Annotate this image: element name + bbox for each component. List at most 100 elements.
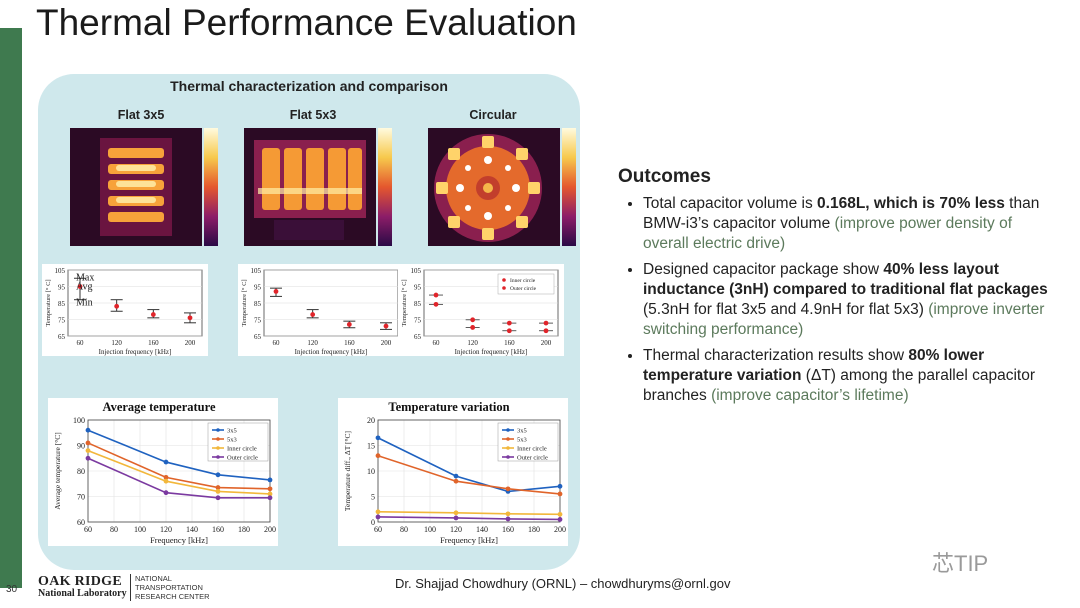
x-tick-label: 120 bbox=[307, 339, 318, 347]
y-tick-label: 95 bbox=[58, 284, 66, 292]
thermal-image-flat3x5 bbox=[70, 128, 202, 246]
data-point bbox=[375, 435, 381, 441]
y-tick-label: 105 bbox=[411, 267, 422, 275]
y-tick-label: 105 bbox=[55, 267, 66, 275]
legend-label: Inner circle bbox=[227, 446, 257, 453]
data-point bbox=[163, 459, 169, 465]
legend-label: 3x5 bbox=[517, 428, 527, 435]
data-point bbox=[273, 289, 279, 294]
x-axis-label: Frequency [kHz] bbox=[150, 535, 208, 545]
config-label-circular: Circular bbox=[469, 108, 517, 122]
plot-frame bbox=[87, 419, 271, 523]
x-tick-label: 140 bbox=[476, 525, 488, 534]
data-point bbox=[506, 328, 512, 334]
x-tick-label: 60 bbox=[433, 339, 441, 347]
y-axis-label: Temperature diff., ΔT [°C] bbox=[343, 431, 352, 511]
y-tick-label: 65 bbox=[254, 333, 262, 341]
data-point bbox=[375, 514, 381, 520]
x-tick-label: 200 bbox=[381, 339, 392, 347]
y-tick-label: 80 bbox=[77, 467, 85, 476]
y-axis-label: Temperature [° C] bbox=[45, 279, 52, 326]
data-point bbox=[114, 303, 120, 309]
colorbar bbox=[204, 128, 218, 246]
y-tick-label: 85 bbox=[58, 300, 66, 308]
data-point bbox=[505, 486, 511, 492]
data-point bbox=[557, 517, 563, 522]
data-point bbox=[557, 483, 563, 489]
slide-title: Thermal Performance Evaluation bbox=[36, 2, 577, 43]
legend-marker bbox=[502, 278, 506, 282]
series-line bbox=[87, 429, 271, 481]
ntrc-line: NATIONAL bbox=[135, 574, 172, 583]
colorbar bbox=[378, 128, 392, 246]
page-number: 30 bbox=[6, 584, 18, 595]
watermark: 芯TIP bbox=[932, 551, 989, 576]
y-tick-label: 15 bbox=[367, 442, 375, 451]
data-point bbox=[267, 486, 273, 492]
data-point bbox=[346, 322, 352, 327]
y-axis-label: Temperature [° C] bbox=[401, 279, 408, 326]
x-tick-label: 160 bbox=[212, 525, 224, 534]
x-tick-label: 200 bbox=[185, 339, 196, 347]
y-tick-label: 90 bbox=[77, 442, 85, 451]
y-tick-label: 100 bbox=[73, 416, 85, 425]
y-tick-label: 105 bbox=[251, 267, 262, 275]
data-point bbox=[215, 489, 221, 494]
y-tick-label: 0 bbox=[371, 518, 375, 527]
data-point bbox=[163, 474, 169, 480]
data-point bbox=[267, 477, 273, 483]
data-point bbox=[215, 485, 221, 490]
x-tick-label: 160 bbox=[344, 339, 355, 347]
x-axis-label: Injection frequency [kHz] bbox=[295, 348, 368, 356]
minichart-flat3x5: 65 75 85 95 105 60 120 160 200 Injection frequenc… bbox=[42, 264, 208, 356]
x-tick-label: 200 bbox=[554, 525, 566, 534]
legend-marker bbox=[216, 446, 220, 450]
legend-marker bbox=[216, 437, 220, 441]
minichart-circular: 65 75 85 95 105 60 120 160 200 Injection frequenc… bbox=[398, 264, 564, 356]
outcomes-section: Outcomes Total capacitor volume is 0.168… bbox=[618, 166, 1048, 412]
thermal-panel: Thermal characterization and comparison … bbox=[38, 74, 580, 570]
annotation-label: Min bbox=[76, 298, 93, 309]
legend-marker bbox=[506, 446, 510, 450]
data-point bbox=[453, 478, 459, 484]
x-tick-label: 180 bbox=[238, 525, 250, 534]
series-line bbox=[87, 457, 270, 499]
legend-label: Outer circle bbox=[517, 455, 548, 462]
x-tick-label: 80 bbox=[110, 525, 118, 534]
y-tick-label: 95 bbox=[254, 284, 262, 292]
logo-name: OAK RIDGE bbox=[38, 574, 122, 589]
data-point bbox=[470, 325, 476, 330]
ntrc-line: TRANSPORTATION bbox=[135, 583, 203, 592]
y-tick-label: 95 bbox=[414, 284, 422, 292]
x-tick-label: 60 bbox=[77, 339, 85, 347]
data-point bbox=[453, 515, 459, 521]
data-point bbox=[85, 427, 91, 433]
data-point bbox=[215, 495, 221, 501]
x-axis-label: Injection frequency [kHz] bbox=[99, 348, 172, 356]
outcome-item: Total capacitor volume is 0.168L, which … bbox=[643, 194, 1048, 254]
legend-label: Inner circle bbox=[510, 278, 536, 284]
ntrc-logo: NATIONAL TRANSPORTATION RESEARCH CENTER bbox=[130, 574, 210, 601]
legend-label: 5x3 bbox=[517, 437, 527, 444]
y-axis-label: Average temperature [°C] bbox=[53, 432, 62, 509]
x-tick-label: 60 bbox=[273, 339, 281, 347]
series-line bbox=[377, 516, 561, 521]
x-tick-label: 120 bbox=[111, 339, 122, 347]
y-tick-label: 75 bbox=[58, 317, 66, 325]
legend-label: 5x3 bbox=[227, 437, 237, 444]
outcomes-list: Total capacitor volume is 0.168L, which … bbox=[618, 194, 1048, 406]
data-point bbox=[85, 455, 91, 461]
y-tick-label: 85 bbox=[414, 300, 422, 308]
thermal-image-circular bbox=[428, 128, 560, 246]
x-tick-label: 80 bbox=[400, 525, 408, 534]
x-tick-label: 200 bbox=[541, 339, 552, 347]
series-line bbox=[377, 437, 561, 493]
thermal-image-flat5x3 bbox=[244, 128, 376, 246]
data-point bbox=[543, 328, 549, 334]
series-line bbox=[377, 511, 561, 516]
outcome-item: Designed capacitor package show 40% less… bbox=[643, 260, 1048, 340]
x-tick-label: 200 bbox=[264, 525, 276, 534]
y-tick-label: 75 bbox=[414, 317, 422, 325]
y-tick-label: 85 bbox=[254, 300, 262, 308]
y-tick-label: 75 bbox=[254, 317, 262, 325]
